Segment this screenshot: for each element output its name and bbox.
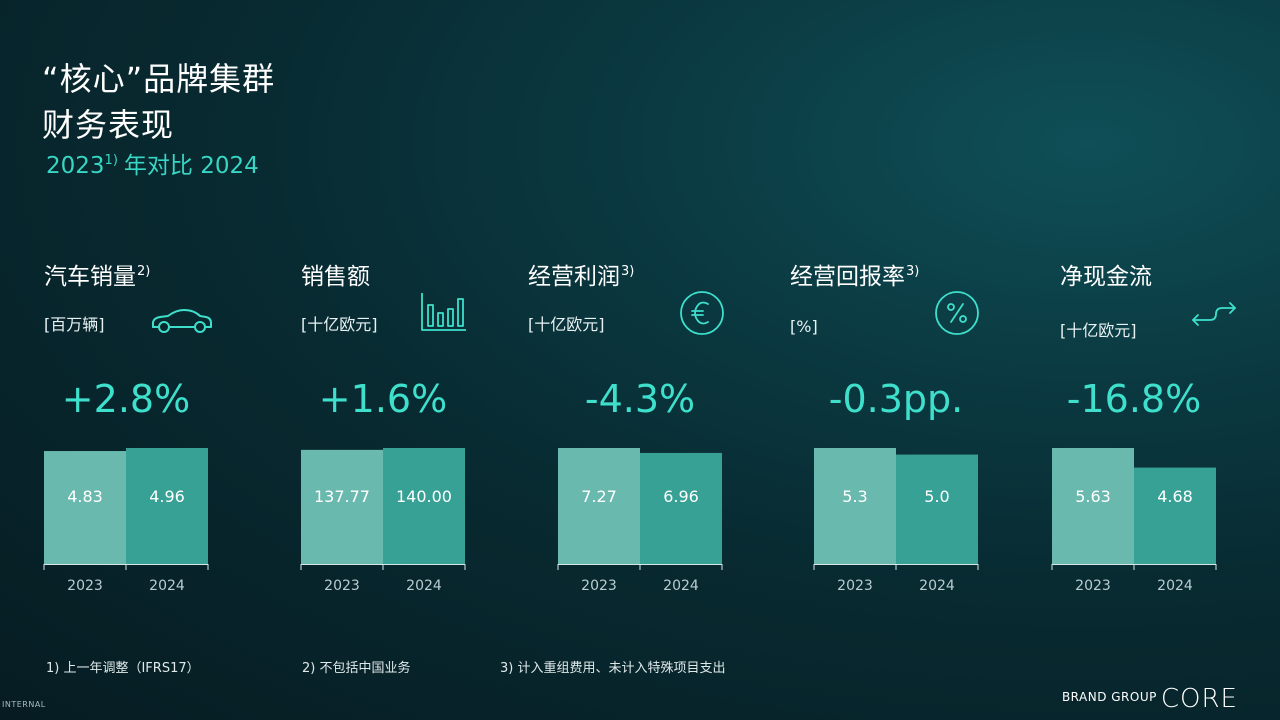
x-tick-label: 2023 — [67, 578, 103, 594]
metric-unit: [十亿欧元] — [1060, 321, 1137, 340]
percent-icon — [934, 290, 980, 336]
page-title-line2: 财务表现 — [42, 106, 175, 144]
bar-2024 — [640, 452, 722, 564]
metric-operating-profit: 经营利润3) [十亿欧元] -4.3% 7.27 2023 6.96 2024 — [528, 255, 788, 600]
footnote-3: 3) 计入重组费用、未计入特殊项目支出 — [500, 661, 726, 676]
bar-chart: 7.27 2023 6.96 2024 — [557, 448, 723, 594]
x-tick-label: 2024 — [149, 578, 185, 594]
bar-value-label: 4.83 — [67, 487, 103, 506]
bar-2023 — [301, 449, 383, 564]
x-tick-label: 2023 — [581, 578, 617, 594]
metric-change: -0.3pp. — [828, 377, 964, 421]
title-block: “核心”品牌集群 财务表现 — [42, 56, 275, 148]
bar-2023 — [558, 448, 640, 564]
metric-unit: [百万辆] — [44, 315, 105, 334]
bar-value-label: 6.96 — [663, 487, 699, 506]
metric-title: 销售额 — [301, 264, 370, 290]
metric-title: 净现金流 — [1060, 264, 1152, 290]
bar-value-label: 140.00 — [396, 487, 452, 506]
bar-2023 — [814, 448, 896, 564]
bar-value-label: 5.63 — [1075, 487, 1111, 506]
bar-2024 — [896, 454, 978, 564]
metric-net-cash-flow: 净现金流 [十亿欧元] -16.8% 5.63 2023 4.68 2024 — [1051, 255, 1280, 600]
bar-value-label: 4.68 — [1157, 487, 1193, 506]
x-tick-label: 2024 — [1157, 578, 1193, 594]
metric-unit: [十亿欧元] — [528, 315, 605, 334]
x-tick-label: 2024 — [663, 578, 699, 594]
brand-name: CORE — [1160, 684, 1238, 714]
bar-chart-icon — [419, 291, 469, 333]
metric-title: 经营利润3) — [528, 264, 635, 290]
metric-revenue: 销售额 [十亿欧元] +1.6% 137.77 2023 140.00 2024 — [300, 255, 531, 600]
metric-car-sales: 汽车销量2) [百万辆] +2.8% 4.83 2023 4.96 2024 — [43, 255, 274, 600]
metric-change: -4.3% — [584, 377, 696, 421]
metric-change: +1.6% — [318, 377, 448, 421]
subtitle-year: 2023 — [46, 153, 105, 179]
x-tick-label: 2023 — [324, 578, 360, 594]
x-tick-label: 2024 — [919, 578, 955, 594]
metric-change: +2.8% — [61, 377, 191, 421]
bar-2023 — [1052, 448, 1134, 564]
subtitle-footnote-ref: 1) — [104, 153, 118, 168]
footnote-1: 1) 上一年调整（IFRS17） — [46, 661, 200, 676]
x-tick-label: 2023 — [1075, 578, 1111, 594]
brand-label: BRAND GROUP — [1061, 690, 1157, 704]
page-subtitle: 20231) 年对比 2024 — [46, 146, 259, 180]
car-icon — [150, 307, 214, 337]
bar-value-label: 4.96 — [149, 487, 185, 506]
metric-unit: [%] — [790, 317, 818, 336]
euro-icon — [679, 290, 725, 336]
metric-change: -16.8% — [1066, 377, 1202, 421]
bar-chart: 137.77 2023 140.00 2024 — [300, 448, 466, 594]
metric-title: 汽车销量2) — [44, 264, 151, 290]
bar-2024 — [126, 448, 208, 564]
metric-unit: [十亿欧元] — [301, 315, 378, 334]
subtitle-rest: 年对比 2024 — [123, 153, 259, 179]
cash-flow-icon — [1190, 300, 1238, 328]
metric-operating-return: 经营回报率3) [%] -0.3pp. 5.3 2023 5.0 2024 — [790, 255, 1044, 600]
internal-label: INTERNAL — [2, 700, 46, 709]
bar-value-label: 137.77 — [314, 487, 370, 506]
bar-2024 — [1134, 467, 1216, 564]
bar-2023 — [44, 451, 126, 564]
x-tick-label: 2023 — [837, 578, 873, 594]
bar-chart: 5.3 2023 5.0 2024 — [813, 448, 979, 594]
bar-2024 — [383, 448, 465, 564]
bar-value-label: 5.0 — [924, 487, 949, 506]
footnote-2: 2) 不包括中国业务 — [302, 661, 411, 676]
x-tick-label: 2024 — [406, 578, 442, 594]
metric-title: 经营回报率3) — [790, 264, 920, 290]
page-title: “核心”品牌集群 — [42, 60, 276, 98]
brand-logo: BRAND GROUP CORE — [1062, 684, 1238, 714]
bar-chart: 4.83 2023 4.96 2024 — [43, 448, 209, 594]
bar-value-label: 7.27 — [581, 487, 617, 506]
bar-chart: 5.63 2023 4.68 2024 — [1051, 448, 1217, 594]
bar-value-label: 5.3 — [842, 487, 867, 506]
